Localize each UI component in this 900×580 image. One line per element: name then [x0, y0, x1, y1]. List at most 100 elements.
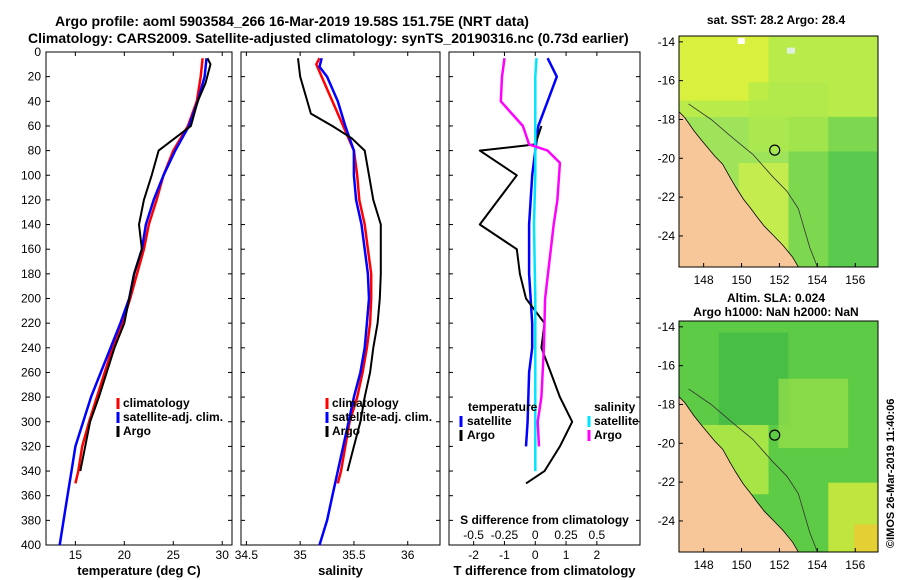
map-subtitle: Argo h1000: NaN h2000: NaN [693, 305, 858, 319]
sst-missing-patch [737, 37, 745, 44]
lat-tick-label: -18 [658, 397, 676, 411]
legend-label: satellite-adj. clim. [332, 410, 432, 424]
sst-field-patch [828, 151, 878, 267]
sst-missing-patch [787, 47, 796, 54]
depth-tick-label: 340 [21, 464, 41, 478]
lat-tick-label: -20 [658, 436, 676, 450]
legend-label: climatology [332, 396, 399, 410]
lon-tick-label: 156 [845, 273, 865, 287]
lat-tick-label: -16 [658, 359, 676, 373]
depth-tick-label: 60 [28, 119, 42, 133]
depth-tick-label: 240 [21, 341, 41, 355]
lat-tick-label: -14 [658, 320, 676, 334]
depth-tick-label: 180 [21, 267, 41, 281]
temperature-panel: 0 20 40 60 80 100 120 140 160 180 200 220 240 260 280 3… [21, 45, 233, 578]
lon-tick-label: 148 [694, 273, 714, 287]
legend-label: satellite-adj. clim. [123, 410, 223, 424]
lat-tick-label: -22 [658, 475, 676, 489]
lon-tick-label: 150 [732, 558, 752, 572]
map-title: Altim. SLA: 0.024 [727, 291, 825, 305]
depth-tick-label: 280 [21, 390, 41, 404]
series-line-climatology [315, 57, 373, 484]
x2-tick-label: 0.5 [589, 528, 606, 542]
depth-tick-label: 400 [21, 538, 41, 552]
depth-tick-label: 160 [21, 242, 41, 256]
sst-map-panel: sat. SST: 28.2 Argo: 28.4 148 150 152 154 156… [658, 13, 879, 287]
x-axis-label: salinity [318, 563, 364, 578]
lat-tick-label: -18 [658, 112, 676, 126]
depth-tick-label: 140 [21, 218, 41, 232]
x2-axis-label: S difference from climatology [460, 513, 629, 527]
legend-label: Argo [594, 428, 622, 442]
x-tick-label: 15 [69, 548, 83, 562]
x-tick-label: 34.5 [235, 548, 259, 562]
shelf-contour [688, 103, 818, 267]
depth-tick-label: 380 [21, 513, 41, 527]
lat-tick-label: -22 [658, 190, 676, 204]
map-field [679, 321, 878, 552]
x2-tick-label: 0 [532, 528, 539, 542]
difference-panel: -2 -1 0 1 2T difference from climatology S di… [448, 51, 641, 578]
x-tick-label: 20 [118, 548, 132, 562]
series-line-salinity-argo [499, 58, 562, 447]
map-title: sat. SST: 28.2 Argo: 28.4 [707, 13, 846, 27]
x-tick-label: 25 [167, 548, 181, 562]
sst-field-patch [748, 82, 829, 152]
lon-tick-label: 148 [694, 558, 714, 572]
x-tick-label: 2 [594, 548, 601, 562]
legend-label: satellite [594, 414, 639, 428]
lat-tick-label: -20 [658, 151, 676, 165]
legend-label: satellite [467, 414, 512, 428]
lon-tick-label: 156 [845, 558, 865, 572]
imos-credit: ©IMOS 26-Mar-2019 11:40:06 [885, 399, 897, 548]
sla-field-patch [854, 524, 878, 552]
depth-tick-label: 300 [21, 415, 41, 429]
depth-tick-label: 80 [28, 144, 42, 158]
legend-title-temperature: temperature [468, 400, 538, 414]
sla-field-patch [778, 378, 849, 449]
x-tick-label: 35.5 [342, 548, 366, 562]
depth-tick-label: 40 [28, 94, 42, 108]
legend-label: climatology [123, 396, 190, 410]
lon-tick-label: 150 [732, 273, 752, 287]
lat-tick-label: -14 [658, 35, 676, 49]
lon-tick-label: 154 [807, 273, 827, 287]
argo-position-marker [769, 429, 781, 441]
depth-tick-label: 220 [21, 316, 41, 330]
legend-title-salinity: salinity [594, 400, 636, 414]
depth-tick-label: 120 [21, 193, 41, 207]
x-axis-label: T difference from climatology [453, 563, 636, 578]
map-frame [678, 320, 879, 553]
series-line-satellite-adj.-clim. [318, 57, 371, 546]
land-mass [679, 111, 799, 267]
legend-label: Argo [123, 424, 151, 438]
x-tick-label: -1 [499, 548, 510, 562]
lon-tick-label: 152 [769, 273, 789, 287]
depth-tick-label: 200 [21, 292, 41, 306]
plot-frame [45, 51, 233, 546]
x-axis-label: temperature (deg C) [77, 563, 201, 578]
series-line-temperature-satellite [524, 57, 559, 447]
series-line-argo [297, 58, 382, 472]
lat-tick-label: -24 [658, 229, 676, 243]
lat-tick-label: -16 [658, 74, 676, 88]
x-tick-label: 36 [401, 548, 415, 562]
x-tick-label: 0 [532, 548, 539, 562]
depth-tick-label: 260 [21, 365, 41, 379]
lon-tick-label: 154 [807, 558, 827, 572]
series-line-salinity-satellite [532, 58, 538, 472]
depth-tick-label: 20 [28, 70, 42, 84]
x2-tick-label: 0.25 [554, 528, 578, 542]
shelf-contour [688, 388, 818, 552]
x-tick-label: 35 [293, 548, 307, 562]
title-line-1: Argo profile: aoml 5903584_266 16-Mar-20… [55, 13, 529, 29]
depth-tick-label: 0 [34, 45, 41, 59]
x-tick-label: 1 [563, 548, 570, 562]
map-frame [678, 35, 879, 268]
map-field [679, 36, 878, 267]
x2-tick-label: -0.5 [463, 528, 484, 542]
lat-tick-label: -24 [658, 514, 676, 528]
x-tick-label: 30 [216, 548, 230, 562]
